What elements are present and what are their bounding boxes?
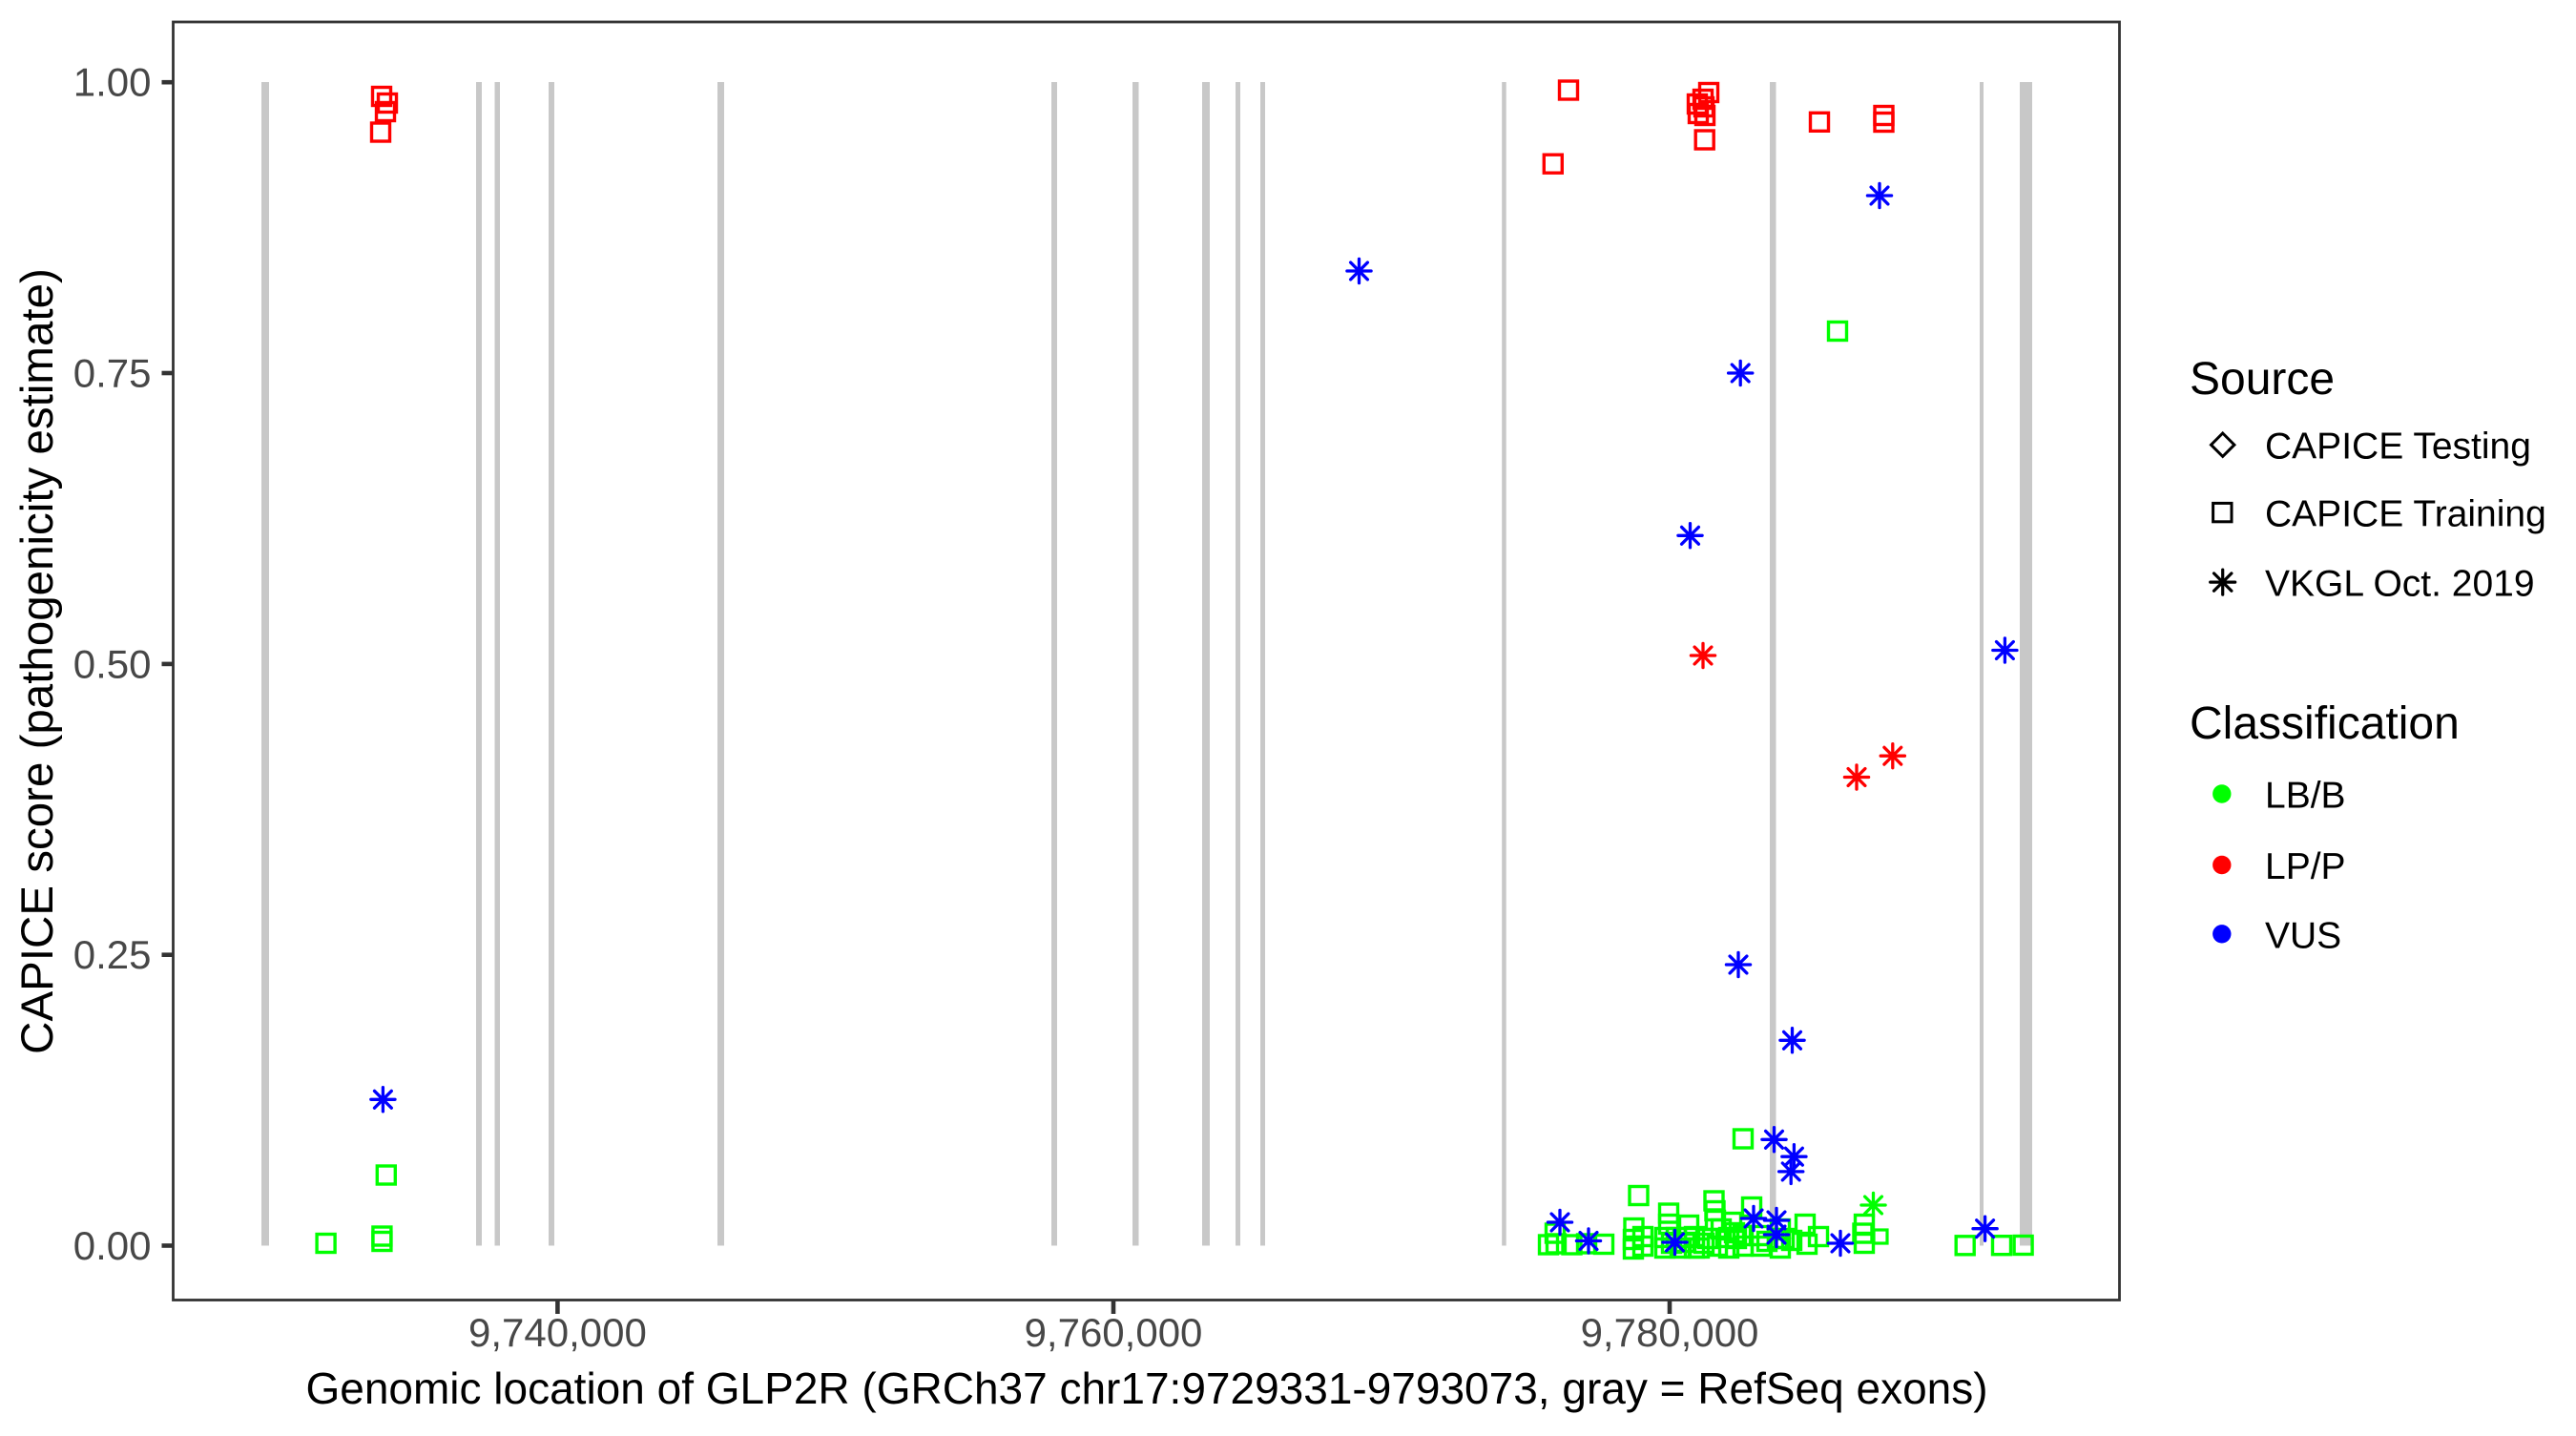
svg-text:CAPICE Training: CAPICE Training: [2265, 494, 2546, 535]
svg-text:0.50: 0.50: [73, 641, 152, 686]
svg-text:1.00: 1.00: [73, 60, 152, 105]
svg-text:Source: Source: [2190, 354, 2335, 405]
svg-text:9,740,000: 9,740,000: [468, 1310, 647, 1355]
svg-text:9,760,000: 9,760,000: [1025, 1310, 1203, 1355]
svg-text:VUS: VUS: [2265, 915, 2341, 956]
svg-text:Genomic location of GLP2R (GRC: Genomic location of GLP2R (GRCh37 chr17:…: [305, 1363, 1987, 1413]
svg-text:Classification: Classification: [2190, 698, 2460, 749]
svg-text:0.75: 0.75: [73, 351, 152, 396]
svg-text:0.00: 0.00: [73, 1223, 152, 1268]
svg-text:CAPICE Testing: CAPICE Testing: [2265, 427, 2531, 468]
svg-text:LP/P: LP/P: [2265, 846, 2346, 887]
svg-text:VKGL Oct. 2019: VKGL Oct. 2019: [2265, 564, 2535, 605]
svg-text:LB/B: LB/B: [2265, 776, 2346, 817]
svg-text:0.25: 0.25: [73, 932, 152, 977]
svg-text:CAPICE score (pathogenicity es: CAPICE score (pathogenicity estimate): [12, 268, 63, 1054]
svg-text:9,780,000: 9,780,000: [1581, 1310, 1759, 1355]
